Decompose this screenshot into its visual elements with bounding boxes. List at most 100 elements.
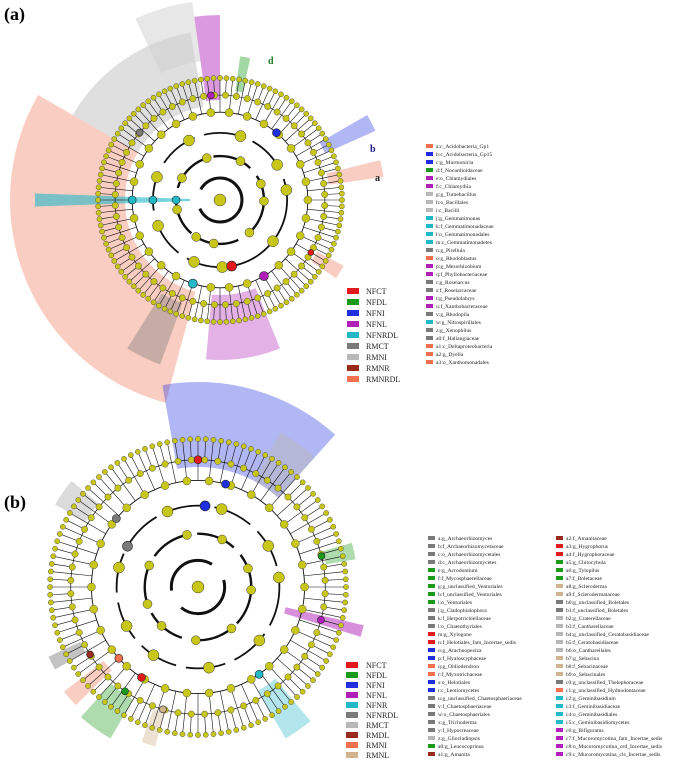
biomarker-node <box>199 500 211 512</box>
leaf-node <box>126 278 133 285</box>
branch-spoke <box>53 613 74 619</box>
leaf-node <box>71 503 77 510</box>
legend-swatch <box>346 742 358 748</box>
taxa-swatch <box>556 688 563 692</box>
branch-spoke <box>50 571 72 574</box>
leaf-node <box>303 283 310 290</box>
taxa-label: x:g_Trichoderma <box>438 720 477 726</box>
branch-spoke <box>323 563 345 568</box>
leaf-node <box>229 75 236 82</box>
branch-spoke <box>158 94 168 110</box>
branch-spoke <box>276 658 293 673</box>
branch-spoke <box>57 626 78 634</box>
leaf-node <box>52 622 58 629</box>
leaf-node <box>312 120 318 127</box>
leaf-node <box>103 240 109 247</box>
taxa-label: k:f_Herpotrichiellaceae <box>438 615 491 622</box>
leaf-node <box>333 159 339 166</box>
leaf-node <box>327 517 333 523</box>
branch-spoke <box>194 302 199 320</box>
cladogram-a: d b a <box>9 1 384 403</box>
leaf-node <box>305 683 311 689</box>
taxa-label: b3:f_Cantharellaceae <box>566 623 614 630</box>
leaf-node <box>335 165 341 172</box>
leaf-node <box>95 184 102 191</box>
taxa-label: b1:f_unclassified_Boletales <box>566 607 628 614</box>
branch-spoke <box>138 109 151 123</box>
branch-spoke <box>182 83 188 101</box>
leaf-node <box>118 268 125 275</box>
taxa-label: l:o_Gemmatimonadales <box>436 232 489 238</box>
taxa-swatch <box>426 160 433 164</box>
taxon-node <box>293 663 301 671</box>
leaf-node <box>283 299 290 306</box>
taxa-swatch <box>428 608 435 612</box>
taxa-swatch <box>556 576 563 580</box>
taxon-node <box>135 160 144 169</box>
biomarker-node <box>188 278 198 289</box>
branch-spoke <box>182 299 188 317</box>
branch-spoke <box>219 462 225 483</box>
branch-spoke <box>148 101 159 116</box>
legend-swatch <box>346 752 358 758</box>
branch-spoke <box>144 448 153 469</box>
branch-spoke <box>103 162 121 168</box>
leaf-node <box>260 83 267 89</box>
taxon-node <box>157 261 166 270</box>
taxon-node <box>189 95 197 103</box>
branch-spoke <box>189 714 192 735</box>
taxa-swatch <box>556 664 563 668</box>
leaf-node <box>150 299 157 306</box>
taxon-node <box>321 191 329 198</box>
branch-spoke <box>137 703 147 723</box>
class-node <box>235 156 246 166</box>
taxon-node <box>182 476 192 486</box>
legend-swatch <box>347 321 359 327</box>
leaf-node <box>108 464 114 471</box>
branch-spoke <box>262 88 270 105</box>
leaf-node <box>99 228 105 235</box>
phylum-node <box>188 256 200 268</box>
leaf-node <box>303 110 310 117</box>
biomarker-node <box>127 195 137 205</box>
biomarker-node <box>317 552 326 561</box>
clade-highlight <box>322 542 356 565</box>
branch-spoke <box>252 83 258 101</box>
class-node <box>244 227 255 238</box>
leaf-node <box>337 216 344 222</box>
taxa-label: b7:g_Sebacina <box>566 656 599 662</box>
branch-spoke <box>98 210 116 214</box>
branch-spoke <box>110 689 124 707</box>
leaf-node <box>204 75 211 82</box>
taxa-swatch <box>556 608 563 612</box>
taxon-node <box>107 645 116 654</box>
taxa-label: z:g_Xenophilus <box>436 328 471 334</box>
leaf-node <box>204 318 211 325</box>
taxon-node <box>233 92 240 100</box>
leaf-node <box>114 708 121 714</box>
taxon-node <box>303 195 313 205</box>
leaf-node <box>48 599 54 606</box>
taxon-node <box>118 234 126 241</box>
branch-spoke <box>237 446 245 467</box>
leaf-node <box>59 524 66 530</box>
taxa-label: h:o_Bacillales <box>436 200 468 206</box>
taxon-node <box>114 484 122 492</box>
clade-highlight <box>319 115 376 154</box>
taxon-node <box>290 270 298 278</box>
branch-arc <box>115 504 281 670</box>
branch-spoke <box>314 526 334 536</box>
legend-label: RMNR <box>366 364 390 373</box>
taxon-node <box>95 503 103 511</box>
taxa-swatch <box>556 592 563 596</box>
taxon-node <box>95 663 103 671</box>
leaf-node <box>305 485 311 491</box>
leaf-node <box>108 703 114 710</box>
leaf-node <box>242 316 249 323</box>
leaf-node <box>248 79 255 85</box>
taxa-swatch <box>426 256 433 260</box>
branch-spoke <box>285 129 299 142</box>
taxon-node <box>144 144 154 153</box>
taxa-swatch <box>428 568 435 572</box>
taxa-label: y:f_Hypocreaceae <box>438 727 479 734</box>
